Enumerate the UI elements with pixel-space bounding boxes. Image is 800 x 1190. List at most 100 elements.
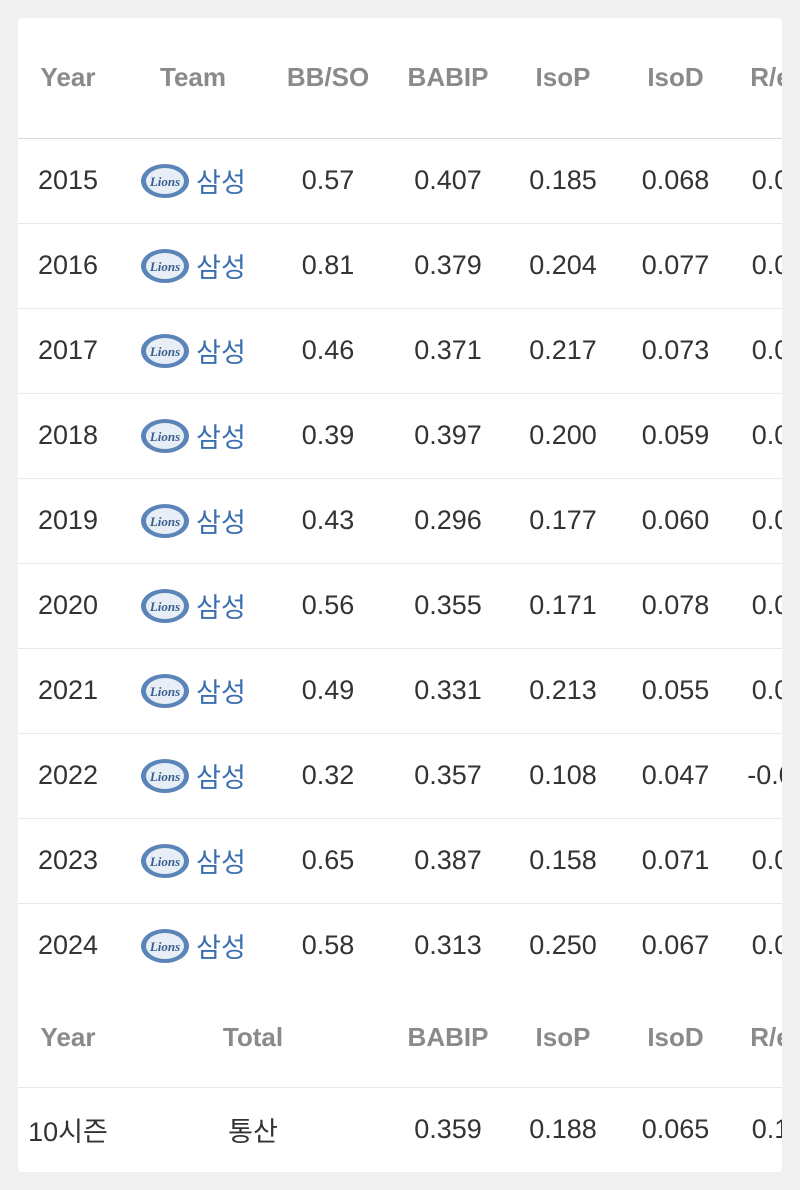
team-cell[interactable]: Lions 삼성: [118, 394, 268, 478]
team-cell[interactable]: Lions 삼성: [118, 309, 268, 393]
team-cell[interactable]: Lions 삼성: [118, 479, 268, 563]
cell-re: -0.0: [733, 733, 782, 818]
cell-bbso: 0.57: [268, 138, 388, 223]
footer-header-re[interactable]: R/e: [733, 988, 782, 1088]
cell-isod: 0.077: [618, 223, 733, 308]
svg-text:Lions: Lions: [149, 174, 180, 189]
header-bbso[interactable]: BB/SO: [268, 18, 388, 138]
header-isod[interactable]: IsoD: [618, 18, 733, 138]
team-name: 삼성: [196, 671, 246, 710]
cell-year: 2017: [18, 308, 118, 393]
totals-table: Year Total BABIP IsoP IsoD R/e 10시즌 통산 0…: [18, 988, 782, 1172]
cell-isop: 0.177: [508, 478, 618, 563]
cell-year: 2020: [18, 563, 118, 648]
team-name: 삼성: [196, 246, 246, 285]
cell-bbso: 0.49: [268, 648, 388, 733]
cell-re: 0.0: [733, 648, 782, 733]
svg-text:Lions: Lions: [149, 514, 180, 529]
cell-year: 2016: [18, 223, 118, 308]
header-year[interactable]: Year: [18, 18, 118, 138]
svg-text:Lions: Lions: [149, 429, 180, 444]
footer-header-isop[interactable]: IsoP: [508, 988, 618, 1088]
cell-re: 0.0: [733, 308, 782, 393]
lions-logo-icon: Lions: [140, 928, 190, 964]
table-row: 2021 Lions 삼성 0.49 0.331 0.213 0.055 0.0: [18, 648, 782, 733]
cell-isod: 0.068: [618, 138, 733, 223]
cell-isop: 0.204: [508, 223, 618, 308]
cell-bbso: 0.65: [268, 818, 388, 903]
header-row: Year Team BB/SO BABIP IsoP IsoD R/e: [18, 18, 782, 138]
header-isop[interactable]: IsoP: [508, 18, 618, 138]
cell-babip: 0.387: [388, 818, 508, 903]
cell-isod: 0.073: [618, 308, 733, 393]
cell-isod: 0.059: [618, 393, 733, 478]
svg-text:Lions: Lions: [149, 769, 180, 784]
cell-babip: 0.357: [388, 733, 508, 818]
cell-babip: 0.371: [388, 308, 508, 393]
footer-header-row: Year Total BABIP IsoP IsoD R/e: [18, 988, 782, 1088]
stats-table-container: Year Team BB/SO BABIP IsoP IsoD R/e 2015…: [18, 18, 782, 1172]
cell-year: 2021: [18, 648, 118, 733]
team-name: 삼성: [196, 926, 246, 965]
svg-text:Lions: Lions: [149, 854, 180, 869]
footer-header-isod[interactable]: IsoD: [618, 988, 733, 1088]
cell-isop: 0.171: [508, 563, 618, 648]
svg-text:Lions: Lions: [149, 259, 180, 274]
header-re[interactable]: R/e: [733, 18, 782, 138]
team-cell[interactable]: Lions 삼성: [118, 819, 268, 903]
cell-isop: 0.200: [508, 393, 618, 478]
cell-isop: 0.158: [508, 818, 618, 903]
team-cell[interactable]: Lions 삼성: [118, 649, 268, 733]
team-cell[interactable]: Lions 삼성: [118, 564, 268, 648]
total-re: 0.1: [733, 1088, 782, 1172]
footer-header-year[interactable]: Year: [18, 988, 118, 1088]
stats-table: Year Team BB/SO BABIP IsoP IsoD R/e 2015…: [18, 18, 782, 988]
cell-year: 2019: [18, 478, 118, 563]
team-cell[interactable]: Lions 삼성: [118, 734, 268, 818]
header-team[interactable]: Team: [118, 18, 268, 138]
cell-re: 0.0: [733, 563, 782, 648]
footer-header-babip[interactable]: BABIP: [388, 988, 508, 1088]
cell-isop: 0.185: [508, 138, 618, 223]
team-name: 삼성: [196, 841, 246, 880]
cell-babip: 0.296: [388, 478, 508, 563]
footer-header-total[interactable]: Total: [118, 988, 388, 1088]
cell-bbso: 0.81: [268, 223, 388, 308]
team-name: 삼성: [196, 501, 246, 540]
cell-bbso: 0.43: [268, 478, 388, 563]
team-name: 삼성: [196, 331, 246, 370]
cell-isod: 0.071: [618, 818, 733, 903]
cell-isop: 0.213: [508, 648, 618, 733]
svg-text:Lions: Lions: [149, 939, 180, 954]
cell-babip: 0.355: [388, 563, 508, 648]
cell-re: 0.0: [733, 903, 782, 988]
cell-re: 0.0: [733, 223, 782, 308]
cell-year: 2015: [18, 138, 118, 223]
total-isod: 0.065: [618, 1088, 733, 1172]
total-row: 10시즌 통산 0.359 0.188 0.065 0.1: [18, 1088, 782, 1172]
lions-logo-icon: Lions: [140, 673, 190, 709]
team-cell[interactable]: Lions 삼성: [118, 904, 268, 988]
lions-logo-icon: Lions: [140, 163, 190, 199]
header-babip[interactable]: BABIP: [388, 18, 508, 138]
cell-re: 0.0: [733, 478, 782, 563]
cell-isop: 0.108: [508, 733, 618, 818]
cell-babip: 0.331: [388, 648, 508, 733]
lions-logo-icon: Lions: [140, 588, 190, 624]
table-row: 2016 Lions 삼성 0.81 0.379 0.204 0.077 0.0: [18, 223, 782, 308]
team-name: 삼성: [196, 586, 246, 625]
lions-logo-icon: Lions: [140, 843, 190, 879]
cell-babip: 0.397: [388, 393, 508, 478]
team-cell[interactable]: Lions 삼성: [118, 139, 268, 223]
cell-year: 2018: [18, 393, 118, 478]
table-row: 2017 Lions 삼성 0.46 0.371 0.217 0.073 0.0: [18, 308, 782, 393]
svg-text:Lions: Lions: [149, 684, 180, 699]
total-babip: 0.359: [388, 1088, 508, 1172]
cell-babip: 0.407: [388, 138, 508, 223]
cell-bbso: 0.46: [268, 308, 388, 393]
team-name: 삼성: [196, 756, 246, 795]
cell-isod: 0.078: [618, 563, 733, 648]
team-cell[interactable]: Lions 삼성: [118, 224, 268, 308]
table-row: 2015 Lions 삼성 0.57 0.407 0.185 0.068 0.0: [18, 138, 782, 223]
table-row: 2019 Lions 삼성 0.43 0.296 0.177 0.060 0.0: [18, 478, 782, 563]
